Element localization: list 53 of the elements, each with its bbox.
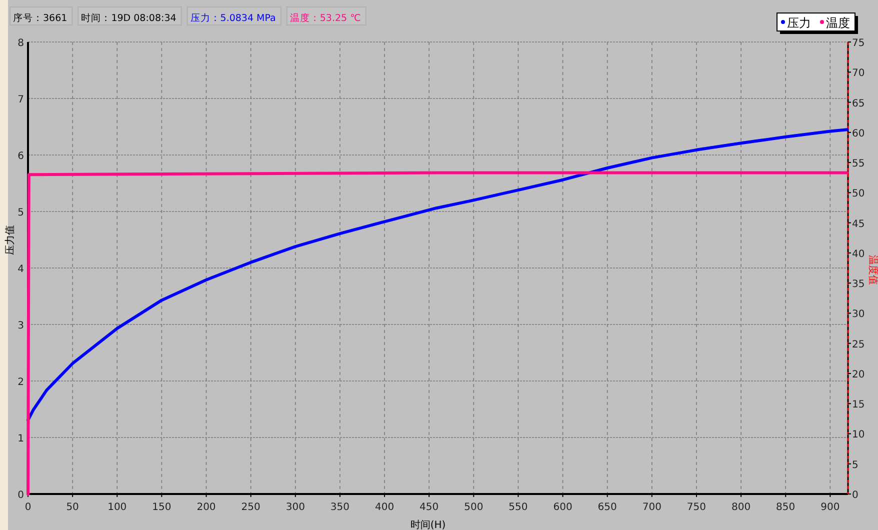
y2-tick-label: 45	[852, 218, 865, 230]
y2-tick-label: 40	[852, 248, 865, 260]
x-tick-label: 650	[598, 502, 617, 513]
y-tick-label: 1	[18, 434, 24, 444]
x-axis-title: 时间(H)	[410, 519, 446, 530]
x-tick-label: 550	[508, 502, 528, 513]
y2-tick-label: 50	[852, 188, 865, 200]
y2-tick-label: 0	[852, 490, 858, 501]
x-tick-label: 350	[330, 502, 350, 513]
y2-tick-label: 20	[852, 369, 865, 380]
x-tick-label: 850	[776, 502, 796, 513]
y2-tick-label: 60	[852, 128, 865, 140]
y2-tick-label: 55	[852, 158, 865, 170]
text: 序号：3661	[13, 12, 68, 24]
y2-tick-label: 35	[852, 279, 865, 290]
x-tick-label: 200	[196, 502, 216, 513]
y-tick-label: 8	[18, 38, 24, 49]
text: 时间：19D 08:08:34	[81, 12, 176, 24]
x-tick-label: 250	[241, 502, 260, 513]
y-axis-title: 压力值	[4, 225, 16, 255]
y-tick-label: 7	[18, 94, 24, 106]
x-tick-label: 450	[420, 502, 439, 513]
x-tick-label: 750	[686, 502, 706, 513]
x-tick-label: 150	[152, 502, 172, 513]
x-tick-label: 400	[374, 502, 394, 513]
x-tick-label: 600	[553, 502, 572, 513]
y-tick-label: 5	[18, 208, 24, 218]
y2-tick-label: 5	[852, 460, 858, 471]
x-tick-label: 50	[66, 502, 79, 513]
y2-tick-label: 65	[852, 98, 865, 110]
x-tick-label: 700	[642, 502, 662, 513]
y2-tick-label: 15	[852, 400, 865, 411]
x-tick-label: 100	[108, 502, 127, 513]
legend-label: 压力	[787, 16, 811, 30]
y2-tick-label: 75	[852, 38, 865, 49]
y-tick-label: 0	[18, 490, 24, 501]
line-series	[26, 128, 849, 422]
text: 压力：5.0834 MPa	[190, 12, 276, 24]
x-tick-label: 800	[731, 502, 751, 513]
y2-tick-label: 25	[852, 339, 865, 350]
x-tick-label: 900	[820, 502, 840, 513]
x-tick-label: 500	[464, 502, 484, 513]
y2-tick-label: 30	[852, 309, 865, 320]
y2-tick-label: 70	[852, 68, 865, 80]
legend-label: 温度	[826, 16, 850, 30]
x-tick-label: 300	[286, 502, 305, 513]
text: 温度：53.25 ℃	[290, 12, 362, 24]
x-tick-label: 0	[24, 502, 32, 513]
y2-tick-label: 10	[852, 430, 865, 441]
y-tick-label: 2	[18, 377, 24, 388]
y-tick-label: 6	[18, 151, 24, 162]
y-tick-label: 4	[18, 264, 24, 275]
y-tick-label: 3	[18, 320, 24, 332]
